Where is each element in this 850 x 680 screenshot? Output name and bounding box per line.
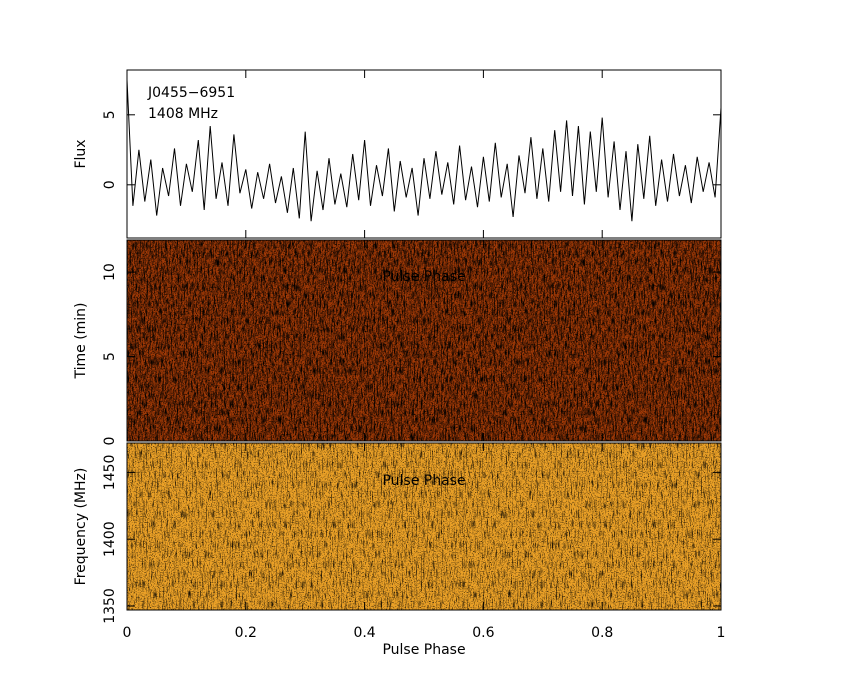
heatmap-texture (127, 240, 721, 441)
y-tick-label: 1400 (102, 521, 118, 557)
x-tick-label: 0.2 (235, 625, 257, 641)
y-axis-label: Frequency (MHz) (73, 468, 89, 586)
y-tick-label: 1350 (102, 588, 118, 624)
flux-line (126, 79, 722, 222)
y-tick-label: 5 (102, 352, 118, 361)
source-name: J0455−6951 (147, 85, 235, 101)
y-tick-label: 5 (102, 110, 118, 119)
x-tick-label: 0 (123, 625, 132, 641)
y-tick-label: 0 (102, 437, 118, 446)
x-tick-label: 1 (717, 625, 726, 641)
panel-frame (126, 442, 722, 611)
y-axis-label: Time (min) (73, 302, 89, 379)
frequency-note: 1408 MHz (148, 106, 218, 122)
x-tick-label: 0.4 (353, 625, 375, 641)
y-axis-label: Flux (73, 139, 89, 168)
x-tick-label: 0.8 (591, 625, 613, 641)
panel-title: Pulse Phase (382, 269, 465, 285)
y-tick-label: 0 (102, 180, 118, 189)
panel-frame (126, 69, 722, 239)
x-tick-label: 0.6 (472, 625, 494, 641)
heatmap-texture (127, 443, 721, 610)
x-axis-label: Pulse Phase (382, 642, 465, 658)
y-tick-label: 10 (102, 263, 118, 281)
y-tick-label: 1450 (102, 455, 118, 491)
panel-title: Pulse Phase (382, 473, 465, 489)
panel-frame (126, 239, 722, 442)
